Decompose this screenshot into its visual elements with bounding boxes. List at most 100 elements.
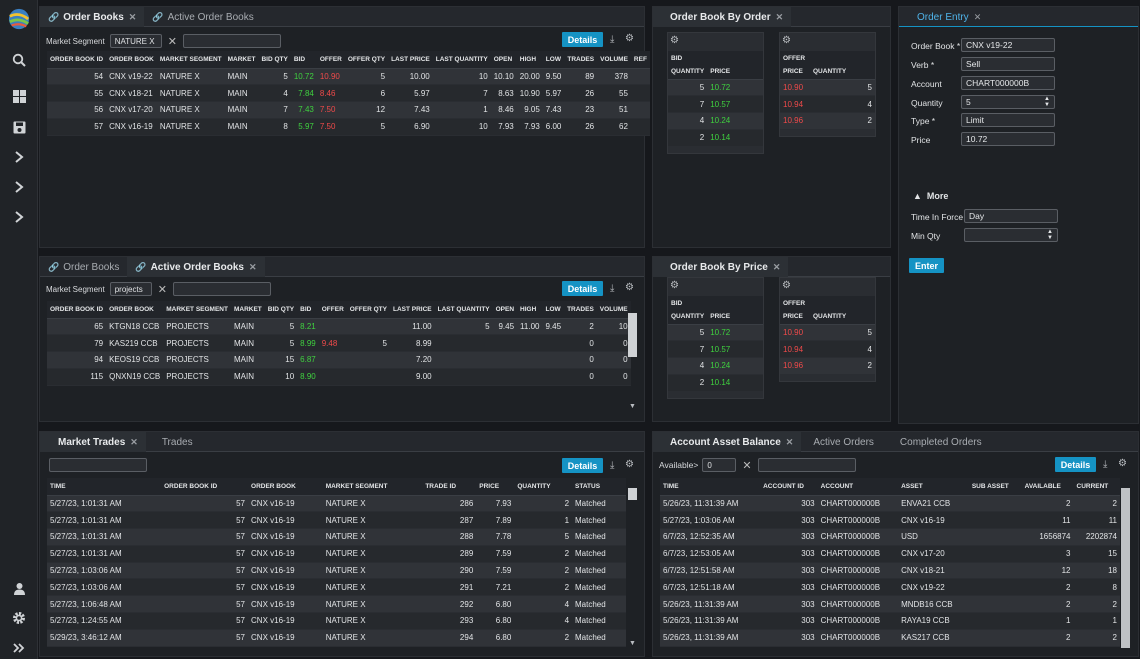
tab-active-order-books[interactable]: 🔗 Active Order Books xyxy=(152,11,254,23)
tab-active-orders[interactable]: Active Orders xyxy=(813,436,874,448)
dashboard-icon[interactable] xyxy=(8,85,30,107)
stepper-icon[interactable]: ▲ ▼ xyxy=(1047,229,1053,241)
book-row[interactable]: 2 10.14 xyxy=(668,129,763,147)
double-chevron-icon[interactable] xyxy=(8,637,30,659)
table-row[interactable]: 115 QNXN19 CCB PROJECTS MAIN 10 8.90 9.00 0 0 xyxy=(47,368,631,386)
gear-icon[interactable] xyxy=(8,607,30,629)
table-row[interactable]: 5/27/23, 1:03:06 AM 303 CHART000000B CNX v1… xyxy=(660,511,1120,530)
close-icon[interactable]: ✕ xyxy=(128,11,137,22)
table-row[interactable]: 5/26/23, 11:31:39 AM 303 CHART000000B ENVA2… xyxy=(660,495,1120,513)
search-input[interactable] xyxy=(182,34,281,48)
clear-icon[interactable]: ✕ xyxy=(157,283,167,296)
table-row[interactable]: 6/7/23, 12:52:35 AM 303 CHART000000B USD 165… xyxy=(660,528,1120,546)
book-row[interactable]: 5 10.72 xyxy=(668,79,763,97)
save-icon[interactable] xyxy=(8,116,30,138)
download-icon[interactable]: ⤓ xyxy=(610,34,615,45)
stepper-icon[interactable]: ▲ ▼ xyxy=(1044,96,1050,108)
scrollbar[interactable] xyxy=(1121,488,1130,648)
table-row[interactable]: 56 CNX v17-20 NATURE X MAIN 7 7.43 7.50 12 7.43 1… xyxy=(47,101,650,119)
book-row[interactable]: 5 10.72 xyxy=(668,324,763,342)
table-row[interactable]: 57 CNX v16-19 NATURE X MAIN 8 5.97 7.50 5 6.90 10… xyxy=(47,118,650,136)
search-input[interactable] xyxy=(757,458,856,472)
book-row[interactable]: 2 10.14 xyxy=(668,374,763,392)
segment-select[interactable]: projects xyxy=(109,282,152,296)
scroll-down-icon[interactable]: ▼ xyxy=(629,403,636,410)
app-logo[interactable] xyxy=(8,8,30,30)
tab-trades[interactable]: Trades xyxy=(161,436,193,448)
table-row[interactable]: 5/26/23, 11:31:39 AM 303 CHART000000B KAS21… xyxy=(660,629,1120,647)
details-button[interactable]: Details xyxy=(562,32,603,47)
gear-icon[interactable]: ⚙ xyxy=(625,459,634,470)
book-row[interactable]: 10.94 4 xyxy=(780,95,875,114)
field-input[interactable]: CHART000000B xyxy=(961,76,1055,90)
more-toggle[interactable]: ▲ More xyxy=(913,191,949,201)
close-icon[interactable]: ✕ xyxy=(772,261,781,272)
clear-icon[interactable]: ✕ xyxy=(742,459,752,472)
scrollbar[interactable] xyxy=(628,313,637,357)
book-row[interactable]: 10.94 4 xyxy=(780,340,875,359)
book-row[interactable]: 10.96 2 xyxy=(780,357,875,375)
table-row[interactable]: 6/7/23, 12:51:18 AM 303 CHART000000B CNX v1… xyxy=(660,578,1120,597)
scroll-down-icon[interactable]: ▼ xyxy=(629,640,636,647)
chevron-right-icon[interactable] xyxy=(8,146,30,168)
table-row[interactable]: 54 CNX v19-22 NATURE X MAIN 5 10.72 10.90 5 10.0… xyxy=(47,68,650,86)
close-icon[interactable]: ✕ xyxy=(973,11,982,22)
table-row[interactable]: 55 CNX v18-21 NATURE X MAIN 4 7.84 8.46 6 5.97 7 8… xyxy=(47,84,650,103)
gear-icon[interactable]: ⚙ xyxy=(1118,458,1127,469)
download-icon[interactable]: ⤓ xyxy=(610,283,615,294)
table-row[interactable]: 6/7/23, 12:53:05 AM 303 CHART000000B CNX v1… xyxy=(660,545,1120,563)
search-icon[interactable] xyxy=(8,49,30,71)
field-input[interactable]: 5 ▲ ▼ xyxy=(961,95,1055,109)
enter-button[interactable]: Enter xyxy=(909,258,944,273)
table-row[interactable]: 79 KAS219 CCB PROJECTS MAIN 5 8.99 9.48 5 8.99 0 0 xyxy=(47,334,631,353)
close-icon[interactable]: ✕ xyxy=(785,436,794,447)
close-icon[interactable]: ✕ xyxy=(775,11,784,22)
book-row[interactable]: 10.96 2 xyxy=(780,112,875,130)
scrollbar[interactable] xyxy=(628,488,637,500)
close-icon[interactable]: ✕ xyxy=(248,261,257,272)
clear-icon[interactable]: ✕ xyxy=(167,35,177,48)
tif-select[interactable]: Day xyxy=(964,209,1058,223)
tab-order-book-by-order[interactable]: Order Book By Order ✕ xyxy=(653,7,792,27)
tab-order-book-by-price[interactable]: Order Book By Price ✕ xyxy=(653,257,789,277)
download-icon[interactable]: ⤓ xyxy=(610,460,615,471)
table-row[interactable]: 5/26/23, 11:31:39 AM 303 CHART000000B MNDB1… xyxy=(660,595,1120,614)
book-row[interactable]: 4 10.24 xyxy=(668,357,763,375)
chevron-right-icon[interactable] xyxy=(8,176,30,198)
chevron-right-icon[interactable] xyxy=(8,206,30,228)
tab-market-trades[interactable]: Market Trades ✕ xyxy=(40,432,146,452)
table-row[interactable]: 6/7/23, 12:51:58 AM 303 CHART000000B CNX v1… xyxy=(660,562,1120,580)
segment-select[interactable]: NATURE X xyxy=(109,34,162,48)
book-row[interactable]: 7 10.57 xyxy=(668,340,763,359)
gear-icon[interactable]: ⚙ xyxy=(625,282,634,293)
book-row[interactable]: 7 10.57 xyxy=(668,95,763,114)
gear-icon[interactable]: ⚙ xyxy=(670,280,679,291)
gear-icon[interactable]: ⚙ xyxy=(625,33,634,44)
field-input[interactable]: Sell xyxy=(961,57,1055,71)
tab-order-books[interactable]: 🔗 Order Books ✕ xyxy=(40,7,145,27)
search-input[interactable] xyxy=(172,282,271,296)
tab-order-books[interactable]: 🔗 Order Books xyxy=(48,261,120,273)
field-input[interactable]: 10.72 xyxy=(961,132,1055,146)
book-row[interactable]: 10.90 5 xyxy=(780,324,875,342)
table-row[interactable]: 94 KEOS19 CCB PROJECTS MAIN 15 6.87 7.20 0 0 xyxy=(47,351,631,369)
book-row[interactable]: 4 10.24 xyxy=(668,112,763,130)
field-input[interactable]: CNX v19-22 xyxy=(961,38,1055,52)
gear-icon[interactable]: ⚙ xyxy=(670,35,679,46)
gear-icon[interactable]: ⚙ xyxy=(782,280,791,291)
details-button[interactable]: Details xyxy=(562,281,603,296)
tab-active-order-books[interactable]: 🔗 Active Order Books ✕ xyxy=(127,257,265,277)
download-icon[interactable]: ⤓ xyxy=(1103,459,1108,470)
table-row[interactable]: 5/26/23, 11:31:39 AM 303 CHART000000B RAYA1… xyxy=(660,612,1120,630)
available-input[interactable]: 0 xyxy=(702,458,737,472)
table-row[interactable]: 65 KTGN18 CCB PROJECTS MAIN 5 8.21 11.00 5 9.45 1… xyxy=(47,318,631,336)
gear-icon[interactable]: ⚙ xyxy=(782,35,791,46)
